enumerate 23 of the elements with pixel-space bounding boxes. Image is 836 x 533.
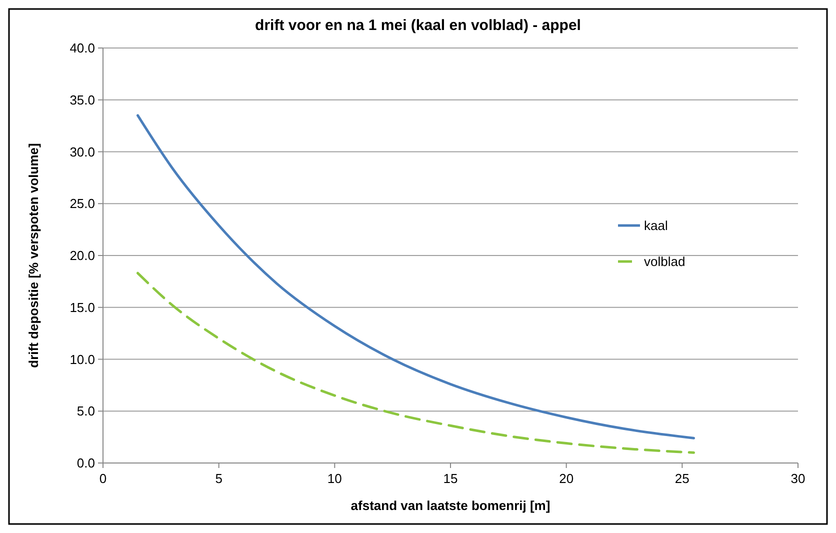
line-series bbox=[136, 272, 695, 454]
y-tick-label: 15.0 bbox=[70, 300, 95, 315]
x-tick-label: 20 bbox=[559, 471, 574, 486]
x-tick-label: 10 bbox=[327, 471, 342, 486]
x-tick-label: 0 bbox=[99, 471, 107, 486]
line-series bbox=[136, 114, 695, 440]
x-axis-title: afstand van laatste bomenrij [m] bbox=[350, 498, 550, 513]
legend-label: volblad bbox=[644, 254, 686, 269]
x-tick-label: 30 bbox=[790, 471, 806, 486]
y-tick-label: 10.0 bbox=[70, 352, 95, 367]
y-axis-title: drift depositie [% verspoten volume] bbox=[26, 143, 41, 368]
y-tick-label: 40.0 bbox=[70, 40, 95, 56]
legend-label: kaal bbox=[644, 218, 668, 233]
y-tick-label: 0.0 bbox=[76, 456, 95, 470]
y-tick-label: 30.0 bbox=[70, 144, 95, 160]
y-tick-label: 25.0 bbox=[70, 196, 95, 212]
y-tick-label: 35.0 bbox=[70, 92, 95, 108]
y-tick-label: 20.0 bbox=[70, 248, 95, 263]
x-tick-label: 5 bbox=[215, 471, 222, 486]
x-tick-label: 15 bbox=[443, 471, 458, 486]
x-tick-label: 25 bbox=[674, 471, 690, 486]
chart-title: drift voor en na 1 mei (kaal en volblad) - appel bbox=[255, 17, 581, 34]
y-tick-label: 5.0 bbox=[76, 404, 95, 419]
